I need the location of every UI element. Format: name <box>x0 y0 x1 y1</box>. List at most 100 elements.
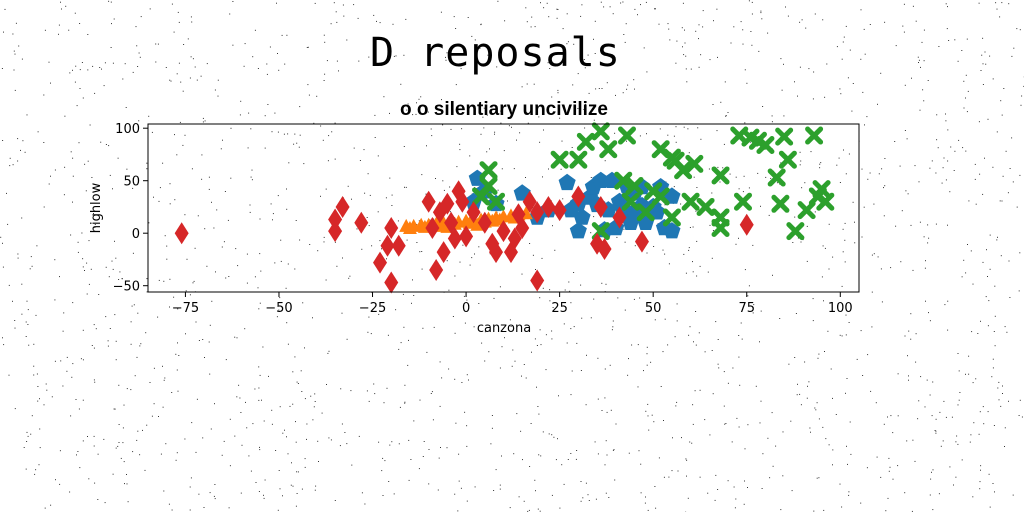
noise-dot <box>2 337 3 339</box>
point-series-2 <box>805 126 824 145</box>
noise-dot <box>956 435 958 437</box>
noise-dot <box>748 0 750 2</box>
x-stroke <box>599 140 618 159</box>
noise-dot <box>510 326 512 327</box>
noise-dot <box>442 180 444 182</box>
x-stroke <box>479 161 498 180</box>
noise-dot <box>760 400 762 402</box>
noise-dot <box>28 344 30 346</box>
noise-dot <box>1 68 3 69</box>
noise-dot <box>499 488 501 490</box>
noise-dot <box>211 300 213 302</box>
noise-dot <box>973 422 975 424</box>
noise-dot <box>609 6 611 8</box>
noise-dot <box>585 404 587 406</box>
noise-dot <box>867 354 869 356</box>
noise-dot <box>580 370 582 371</box>
noise-dot <box>869 172 871 174</box>
x-stroke <box>786 222 805 241</box>
noise-dot <box>356 228 358 230</box>
point-series-3 <box>425 216 440 239</box>
noise-dot <box>525 7 527 9</box>
noise-dot <box>264 147 266 149</box>
noise-dot <box>25 336 27 337</box>
noise-dot <box>575 458 577 460</box>
noise-dot <box>79 69 81 71</box>
noise-dot <box>527 510 529 512</box>
noise-dot <box>758 50 760 52</box>
noise-dot <box>936 114 938 116</box>
noise-dot <box>405 18 407 20</box>
noise-dot <box>709 434 711 436</box>
noise-dot <box>445 56 446 58</box>
noise-dot <box>998 399 1000 401</box>
noise-dot <box>314 2 316 4</box>
noise-dot <box>698 38 699 40</box>
noise-dot <box>806 260 808 262</box>
noise-dot <box>79 467 81 469</box>
point-series-3 <box>530 269 545 292</box>
noise-dot <box>287 453 289 455</box>
noise-dot <box>94 482 96 484</box>
noise-dot <box>483 107 485 109</box>
noise-dot <box>412 279 413 281</box>
noise-dot <box>843 36 845 38</box>
point-series-0 <box>558 173 576 191</box>
noise-dot <box>1012 181 1014 183</box>
noise-dot <box>179 121 181 123</box>
noise-dot <box>873 253 875 255</box>
noise-dot <box>198 340 200 341</box>
noise-dot <box>259 253 261 255</box>
noise-dot <box>545 334 547 336</box>
noise-dot <box>647 415 649 417</box>
noise-dot <box>427 111 429 113</box>
noise-dot <box>849 49 851 51</box>
noise-dot <box>344 432 346 433</box>
noise-dot <box>174 134 175 136</box>
noise-dot <box>545 369 547 371</box>
noise-dot <box>299 239 301 241</box>
noise-dot <box>854 221 855 223</box>
noise-dot <box>980 469 981 471</box>
noise-dot <box>114 408 116 410</box>
noise-dot <box>393 493 395 495</box>
noise-dot <box>731 441 733 443</box>
noise-dot <box>767 32 769 34</box>
noise-dot <box>932 509 934 511</box>
noise-dot <box>26 114 28 116</box>
noise-dot <box>78 408 80 410</box>
noise-dot <box>747 487 748 488</box>
noise-dot <box>921 41 923 43</box>
noise-dot <box>934 430 936 431</box>
noise-dot <box>383 402 385 404</box>
noise-dot <box>186 258 188 260</box>
noise-dot <box>928 237 930 239</box>
noise-dot <box>428 449 430 450</box>
noise-dot <box>178 355 180 356</box>
noise-dot <box>738 426 740 428</box>
noise-dot <box>70 234 72 236</box>
noise-dot <box>375 62 377 64</box>
noise-dot <box>499 367 501 369</box>
noise-dot <box>384 460 386 462</box>
noise-dot <box>845 25 847 27</box>
noise-dot <box>841 506 843 508</box>
noise-dot <box>509 319 511 321</box>
noise-dot <box>135 26 137 28</box>
noise-dot <box>488 351 490 353</box>
noise-dot <box>522 459 523 461</box>
point-series-2 <box>816 192 835 211</box>
noise-dot <box>112 473 114 475</box>
point-series-2 <box>674 161 693 180</box>
noise-dot <box>321 412 323 414</box>
noise-dot <box>499 484 501 486</box>
noise-dot <box>646 346 648 348</box>
x-stroke <box>711 166 730 185</box>
noise-dot <box>563 323 565 325</box>
noise-dot <box>904 335 906 337</box>
noise-dot <box>190 56 192 58</box>
noise-dot <box>588 92 590 94</box>
noise-dot <box>169 79 171 81</box>
point-series-3 <box>515 216 530 239</box>
noise-dot <box>184 438 186 440</box>
